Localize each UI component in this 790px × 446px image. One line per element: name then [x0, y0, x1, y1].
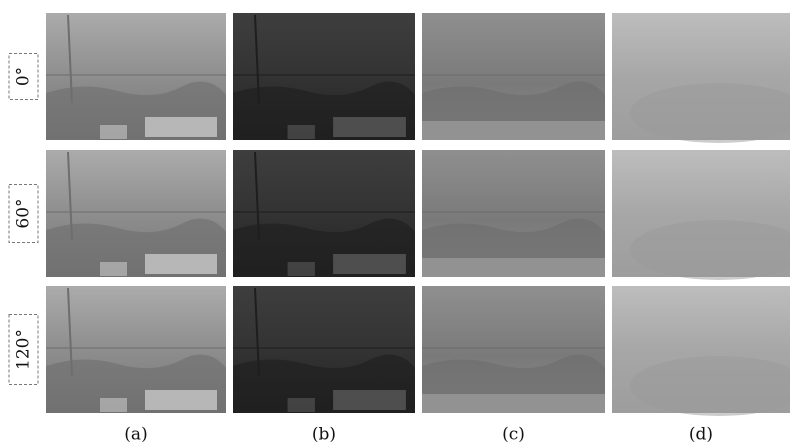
buildings [288, 398, 315, 412]
buildings [145, 254, 217, 274]
buildings [288, 262, 315, 276]
image-panel [46, 150, 226, 277]
image-panel [46, 286, 226, 413]
image-panel [612, 13, 790, 143]
column-label: (d) [689, 425, 713, 445]
image-panel [233, 286, 415, 413]
buildings [100, 262, 127, 276]
image-grid [46, 13, 790, 416]
image-panel [612, 150, 790, 280]
buildings [100, 125, 127, 139]
row-label: 60° [14, 198, 34, 228]
buildings [145, 390, 217, 410]
image-panel [233, 13, 415, 140]
buildings [333, 390, 406, 410]
page: {"row_labels": ["0°", "60°", "120°"], "c… [0, 0, 790, 446]
foreground-haze [422, 258, 605, 277]
column-label: (b) [312, 425, 336, 445]
buildings [333, 254, 406, 274]
image-panel [422, 13, 605, 140]
column-label: (a) [124, 425, 147, 445]
buildings [145, 117, 217, 137]
figure: 0° 60° 120° (a) (b) (c) (d) [0, 0, 790, 446]
image-panel [46, 13, 226, 140]
row-label: 0° [14, 67, 34, 86]
row-label: 120° [14, 329, 34, 370]
buildings [288, 125, 315, 139]
column-label: (c) [502, 425, 525, 445]
image-panel [233, 150, 415, 277]
image-panel [422, 150, 605, 277]
foreground-haze [422, 394, 605, 413]
image-panel [612, 286, 790, 416]
foreground-haze [422, 121, 605, 140]
buildings [333, 117, 406, 137]
image-panel [422, 286, 605, 413]
buildings [100, 398, 127, 412]
